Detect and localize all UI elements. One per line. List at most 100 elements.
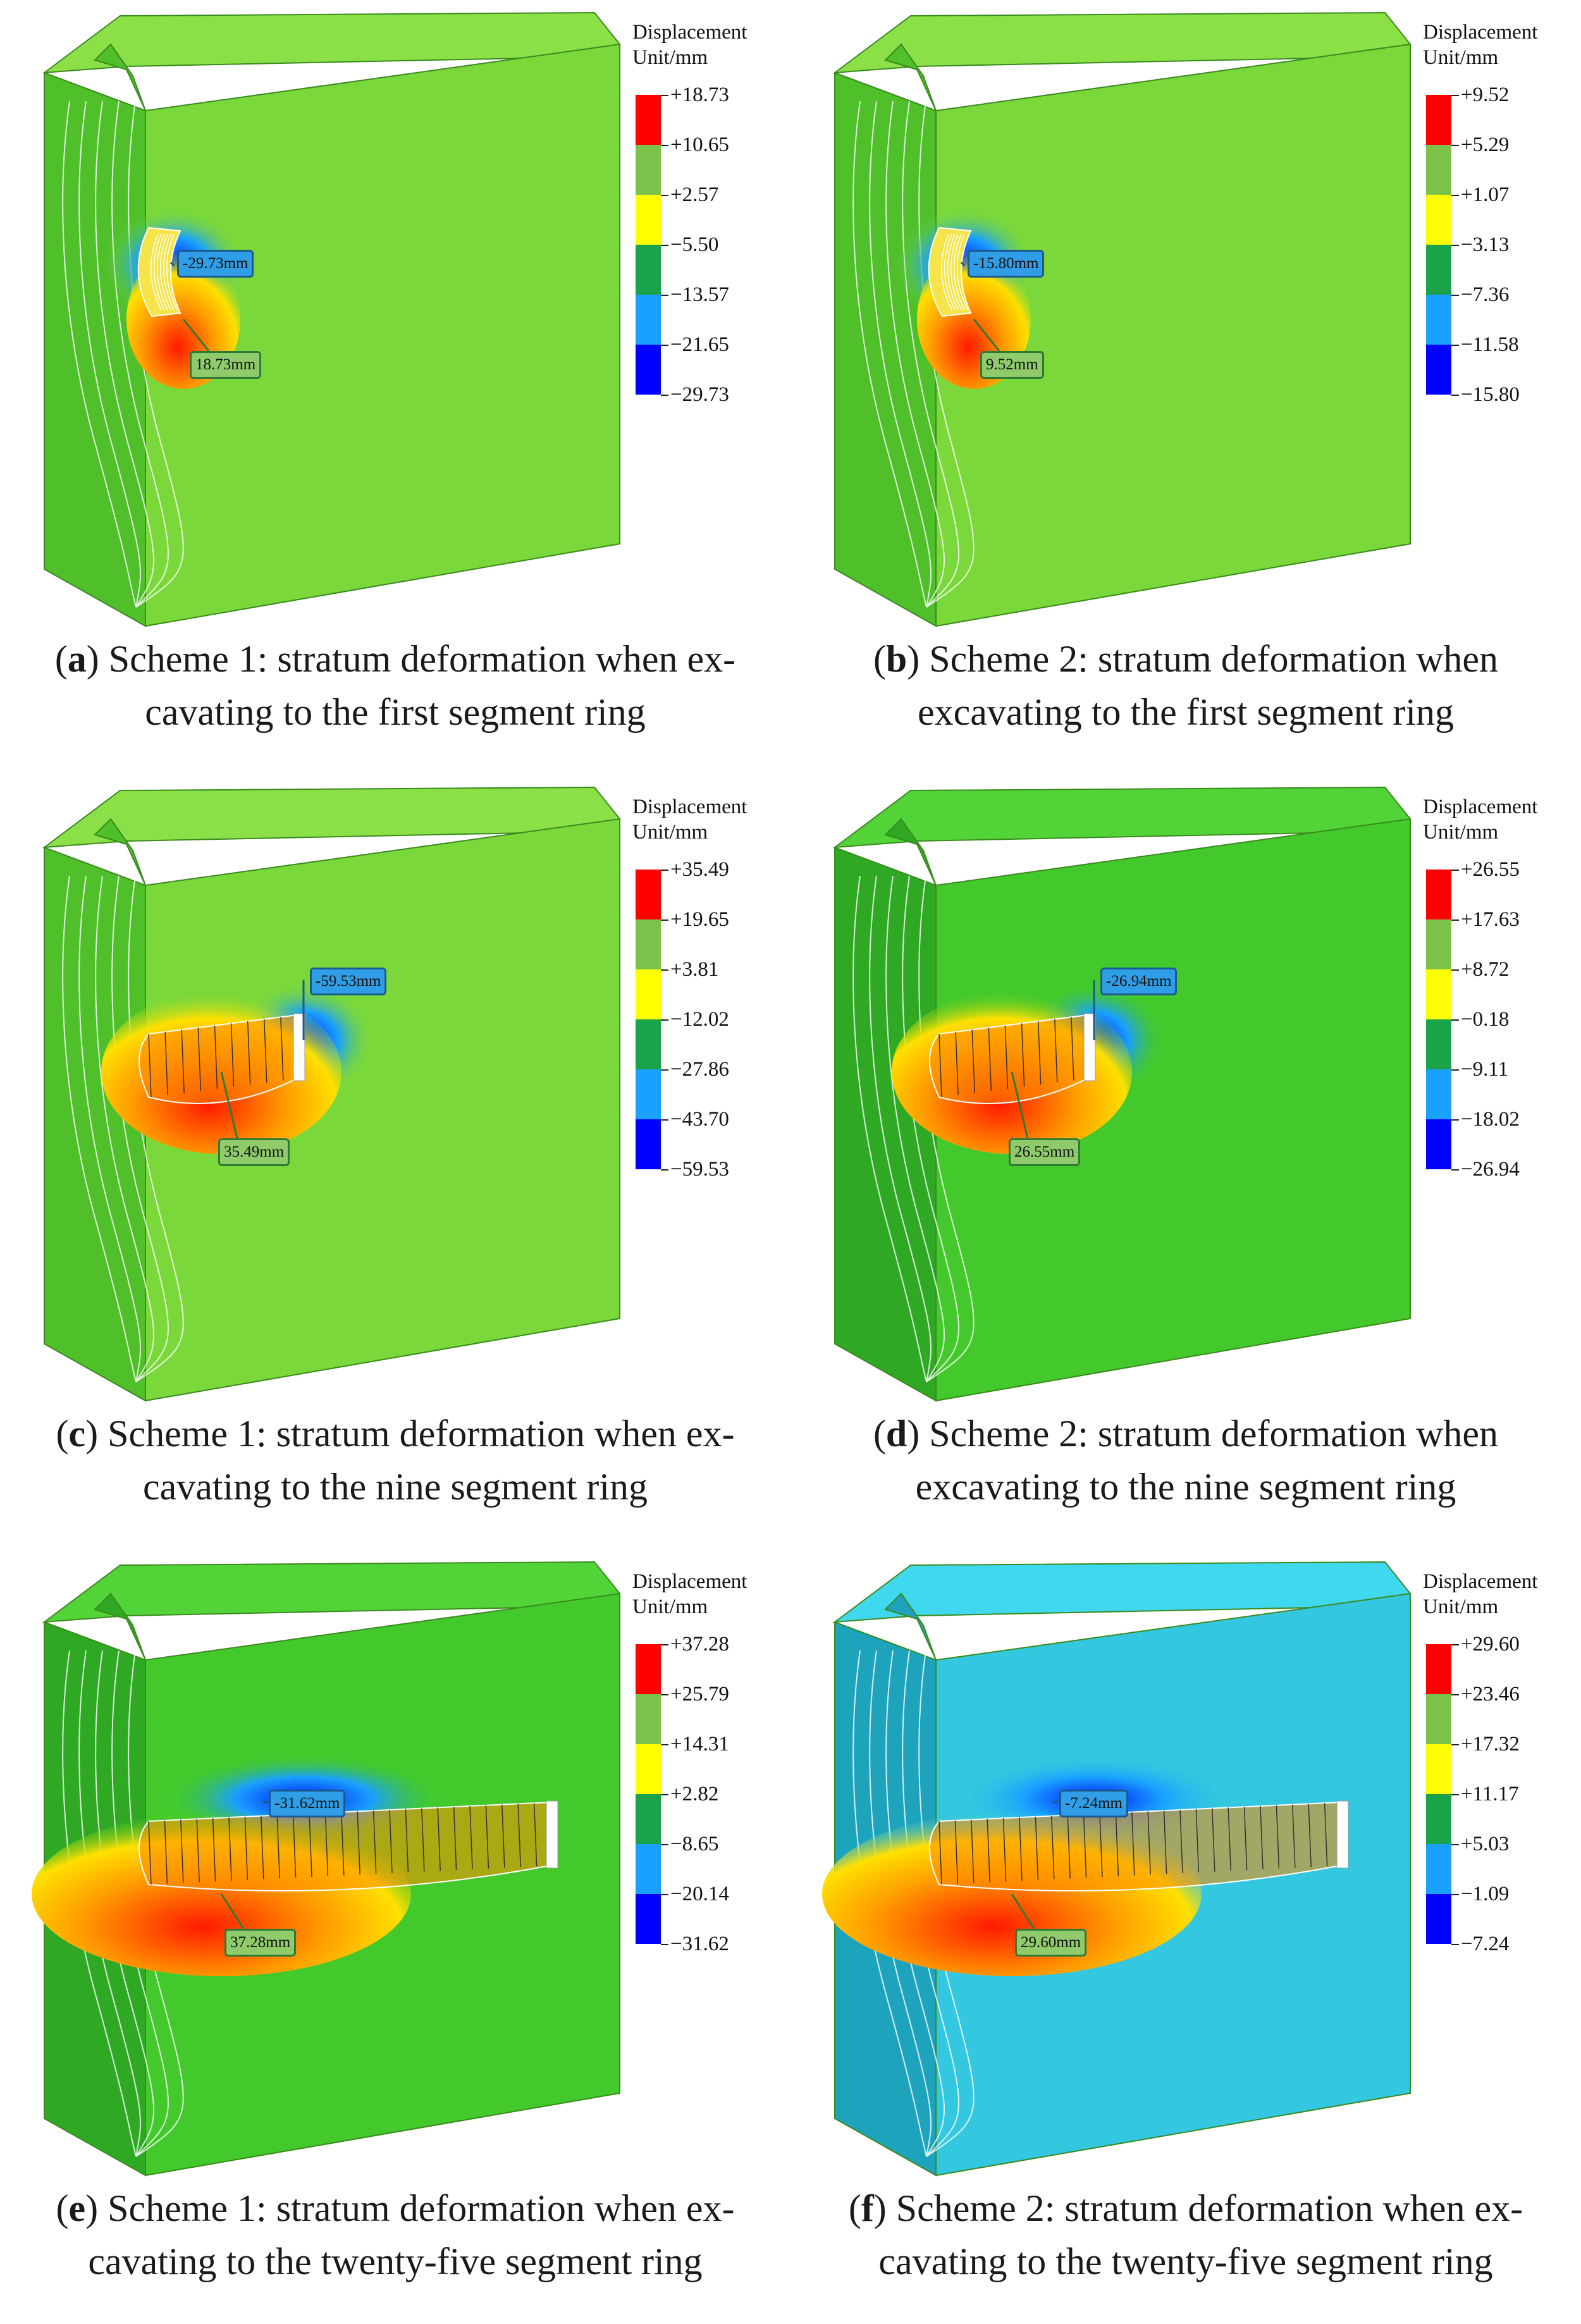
panel-caption: (a) Scheme 1: stratum deformation when e… [54, 638, 736, 733]
segment-ring-line [197, 1027, 202, 1091]
legend-color-swatch [636, 1894, 661, 1944]
legend-tick-mark [1451, 1069, 1459, 1071]
tunnel-ring-line [947, 233, 959, 310]
legend-tick-label: +2.57 [670, 183, 719, 206]
segment-ring-line [1147, 1811, 1151, 1875]
excavation-face [293, 1013, 305, 1081]
contour-line [885, 101, 945, 608]
legend-tick-label: −15.80 [1461, 383, 1520, 406]
excavation-face [1336, 1800, 1349, 1869]
segment-ring-line [212, 1818, 216, 1882]
panel-d: -26.94mm 26.55mm Displacement Unit/mm +26.55… [790, 775, 1581, 1549]
legend-tick-mark [1451, 1644, 1459, 1645]
legend-tick-mark [1451, 1844, 1459, 1845]
segment-ring-line [228, 1817, 232, 1881]
panel-b: -15.80mm 9.52mm Displacement Unit/mm +9.52 +5… [790, 0, 1581, 775]
tunnel-ring-line [163, 233, 175, 310]
legend-tick-label: −3.13 [1461, 233, 1510, 256]
contour-line [869, 101, 932, 608]
panel-caption-text: Scheme 1: stratum deformation when ex-ca… [98, 1413, 735, 1508]
segment-ring-line [1002, 1818, 1007, 1882]
segment-ring-line [230, 1023, 235, 1087]
segment-ring-line [533, 1803, 538, 1867]
legend-tick-mark [1451, 969, 1459, 971]
legend-tick-label: +37.28 [670, 1633, 729, 1656]
segment-ring-line [292, 1814, 297, 1878]
legend-color-swatch [636, 1794, 661, 1844]
segment-ring-line [1227, 1807, 1231, 1871]
legend-color-swatch [1426, 1644, 1451, 1694]
legend-tick-mark [1451, 95, 1459, 96]
panel-letter: e [68, 2187, 86, 2229]
contour-line [902, 875, 959, 1382]
legend-tick-label: −26.94 [1461, 1158, 1520, 1181]
panel-caption: (e) Scheme 1: stratum deformation when e… [56, 2187, 735, 2282]
model-view [822, 1561, 1412, 2177]
contour-line [918, 101, 975, 608]
contour-line [62, 1650, 137, 2157]
tunnel-ring-line [159, 233, 171, 310]
legend-tick-label: +17.63 [1461, 908, 1520, 931]
panel-c: -59.53mm 35.49mm Displacement Unit/mm +35.49… [0, 775, 790, 1549]
legend-unit: Unit/mm [1423, 46, 1499, 69]
legend-color-swatch [636, 95, 661, 145]
tunnel-ring-line [940, 233, 952, 310]
legend-tick-mark [661, 870, 668, 871]
legend-color-swatch [1426, 345, 1451, 395]
legend-tick-label: −20.14 [670, 1883, 729, 1905]
legend-tick-mark [1451, 1119, 1459, 1121]
legend-color-swatch [1426, 245, 1451, 295]
legend-tick-mark [661, 95, 668, 96]
block-front-face [145, 43, 620, 627]
legend-tick-mark [661, 969, 668, 971]
legend-color-swatch [636, 1019, 661, 1069]
legend-tick-mark [1451, 345, 1459, 346]
panel-caption: (d) Scheme 2: stratum deformation when e… [873, 1413, 1499, 1508]
legend-title: Displacement [1423, 1570, 1538, 1593]
legend-title: Displacement [1423, 796, 1538, 818]
legend-tick-label: −59.53 [670, 1158, 729, 1181]
legend-unit: Unit/mm [1423, 1595, 1499, 1618]
callout-pointer [182, 319, 210, 352]
legend-color-swatch [1426, 1694, 1451, 1744]
block-front-face [935, 43, 1411, 627]
segment-ring-line [1035, 1816, 1039, 1880]
contour-line [852, 101, 927, 608]
legend-tick-label: +18.73 [670, 83, 729, 106]
legend-tick-label: +10.65 [670, 133, 729, 156]
legend-tick-label: +17.32 [1461, 1733, 1520, 1755]
segment-ring-line [1051, 1816, 1055, 1879]
callout-min-value: -15.80mm [968, 250, 1045, 278]
legend-tick-mark [661, 295, 668, 296]
legend-color-swatch [1426, 919, 1451, 969]
legend-tick-label: −21.65 [670, 333, 729, 356]
legend-tick-mark [661, 395, 668, 396]
legend-color-swatch [1426, 195, 1451, 245]
segment-ring-line [938, 1821, 942, 1885]
legend-color-swatch [636, 919, 661, 969]
block-front-face [145, 818, 620, 1402]
legend-tick-label: +2.82 [670, 1783, 719, 1805]
legend-tick-mark [661, 345, 668, 346]
legend-tick-label: −8.65 [670, 1833, 719, 1855]
segment-ring-line [244, 1816, 249, 1880]
legend-unit: Unit/mm [632, 821, 708, 844]
legend-tick-label: +9.52 [1461, 83, 1510, 106]
segment-ring-line [264, 1019, 268, 1083]
legend-tick-label: +23.46 [1461, 1683, 1520, 1706]
callout-max-value: 26.55mm [1009, 1138, 1081, 1166]
legend-tick-mark [661, 1069, 668, 1071]
legend-title: Displacement [632, 796, 747, 818]
legend-tick-mark [1451, 1019, 1459, 1021]
segment-ring-line [1212, 1808, 1215, 1872]
contour-line [869, 875, 932, 1382]
legend-tick-mark [1451, 195, 1459, 196]
callout-min-value: -31.62mm [269, 1790, 346, 1817]
segment-ring-line [469, 1805, 473, 1870]
segment-ring-line [954, 1820, 959, 1884]
legend-tick-label: −7.36 [1461, 283, 1510, 306]
segment-ring-line [261, 1816, 264, 1879]
segment-ring-line [1037, 1021, 1042, 1085]
legend-color-swatch [1426, 295, 1451, 345]
tunnel-ring-line [166, 233, 178, 310]
